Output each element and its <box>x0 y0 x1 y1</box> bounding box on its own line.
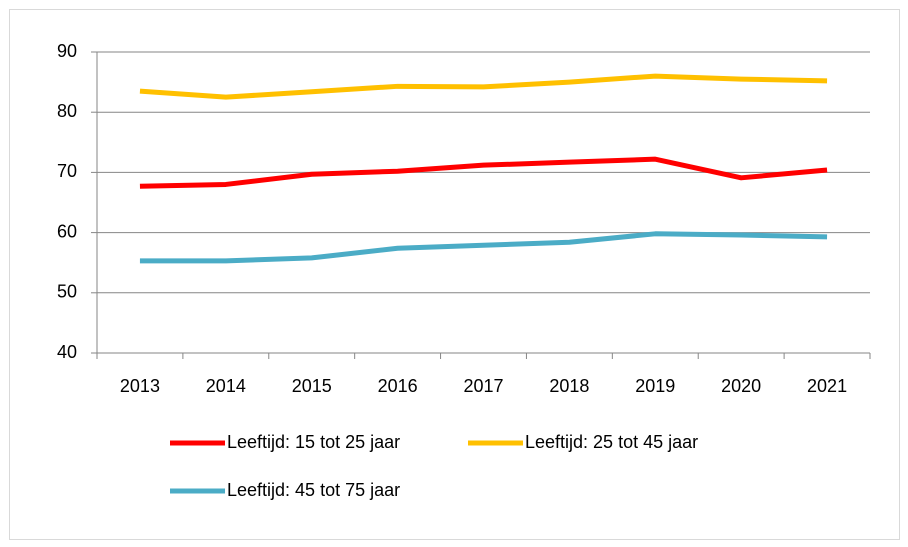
y-tick-label: 90 <box>57 41 77 61</box>
x-tick-label: 2016 <box>378 376 418 396</box>
legend-label: Leeftijd: 15 tot 25 jaar <box>227 432 400 452</box>
series-line <box>139 231 828 264</box>
chart-frame <box>9 9 900 540</box>
x-tick-label: 2014 <box>206 376 246 396</box>
y-tick-label: 70 <box>57 161 77 181</box>
x-tick-label: 2021 <box>807 376 847 396</box>
x-tick-label: 2019 <box>635 376 675 396</box>
y-tick-label: 50 <box>57 282 77 302</box>
x-tick-label: 2020 <box>721 376 761 396</box>
y-tick-label: 80 <box>57 101 77 121</box>
series-line <box>139 73 828 100</box>
x-tick-label: 2018 <box>549 376 589 396</box>
legend-label: Leeftijd: 25 tot 45 jaar <box>525 432 698 452</box>
legend-label: Leeftijd: 45 tot 75 jaar <box>227 480 400 500</box>
series-line <box>139 156 828 189</box>
x-tick-label: 2017 <box>463 376 503 396</box>
y-tick-label: 60 <box>57 221 77 241</box>
x-tick-label: 2015 <box>292 376 332 396</box>
y-tick-label: 40 <box>57 342 77 362</box>
x-tick-label: 2013 <box>120 376 160 396</box>
